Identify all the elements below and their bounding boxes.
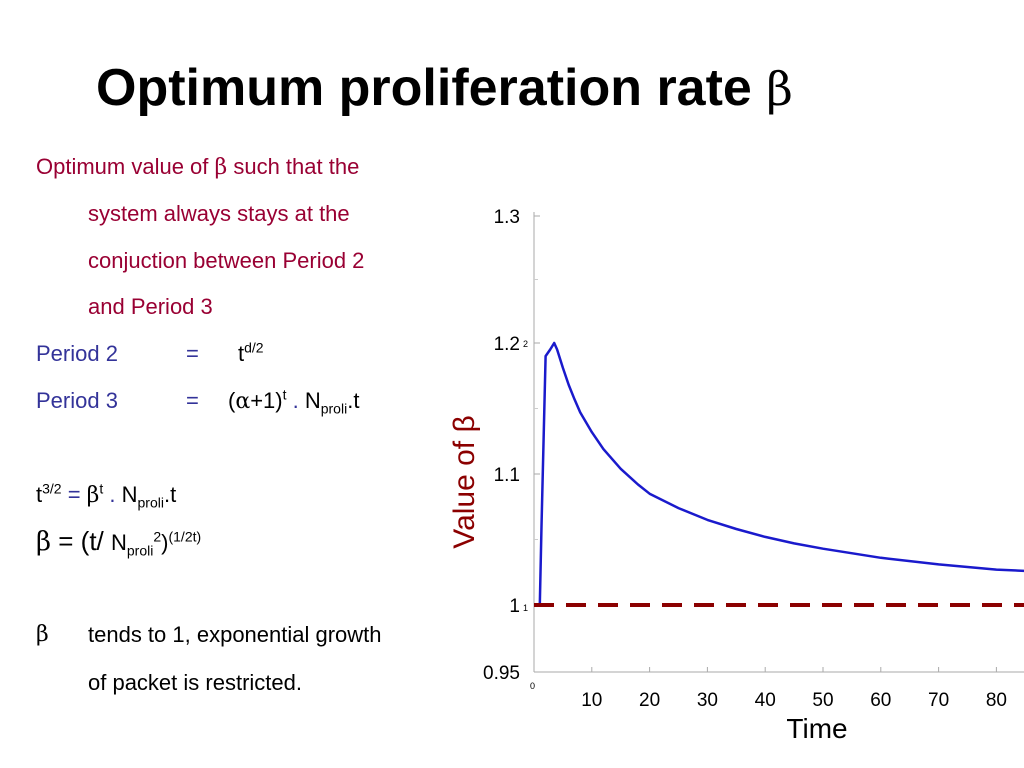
y-tick-label: 1.1 bbox=[494, 465, 520, 486]
eq1-dot: . bbox=[103, 482, 122, 507]
period2-base: t bbox=[238, 341, 245, 366]
period3-exponent: t bbox=[282, 386, 287, 403]
beta-symbol: β bbox=[766, 62, 793, 116]
eq2-n: N bbox=[111, 530, 127, 555]
y-tick-label: 1 bbox=[509, 596, 520, 617]
intro-text-b: such that the bbox=[227, 154, 360, 179]
beta-symbol: β bbox=[36, 527, 52, 557]
y-axis-label: Value of β bbox=[448, 415, 481, 548]
beta-symbol: β bbox=[214, 155, 228, 180]
small-axis-mark: 0 bbox=[530, 681, 535, 691]
eq1-base: t bbox=[36, 482, 43, 507]
x-tick-label: 60 bbox=[870, 690, 891, 711]
eq1-n: N bbox=[121, 482, 138, 507]
eq2-close: ) bbox=[161, 530, 169, 555]
period3-end: .t bbox=[347, 388, 360, 413]
eq1-exponent: 3/2 bbox=[42, 480, 62, 497]
intro-line-3: conjuction between Period 2 bbox=[88, 248, 365, 273]
slide-title-text: Optimum proliferation rate bbox=[96, 59, 767, 117]
eq1-equals: = bbox=[61, 482, 87, 507]
conclusion-line-1: tends to 1, exponential growth bbox=[88, 622, 382, 647]
period3-n: N bbox=[304, 388, 321, 413]
beta-curve bbox=[536, 341, 1024, 607]
eq1-beta-exponent: t bbox=[99, 480, 104, 497]
beta-symbol: β bbox=[86, 483, 100, 508]
period3-formula: (α+1)t . Nproli.t bbox=[228, 386, 360, 417]
eq2-square: 2 bbox=[153, 528, 162, 545]
slide-title: Optimum proliferation rate β bbox=[96, 62, 793, 114]
period3-equals: = bbox=[186, 388, 199, 413]
x-tick-label: 20 bbox=[639, 690, 660, 711]
intro-line-1: Optimum value of β such that the bbox=[36, 156, 359, 179]
y-tick-label: 1.2 bbox=[494, 334, 520, 355]
period3-open: ( bbox=[228, 388, 236, 413]
period3-subscript: proli bbox=[320, 400, 348, 417]
equation-2: β = (t/ Nproli2)(1/2t) bbox=[36, 526, 202, 559]
period2-equals: = bbox=[186, 341, 199, 366]
x-tick-label: 80 bbox=[986, 690, 1007, 711]
period3-plus: +1) bbox=[250, 388, 283, 413]
eq2-exponent: (1/2t) bbox=[168, 528, 202, 545]
alpha-symbol: α bbox=[235, 389, 251, 414]
y-tick-label: 1.3 bbox=[494, 207, 520, 228]
x-tick-label: 40 bbox=[755, 690, 776, 711]
period2-exponent: d/2 bbox=[244, 339, 264, 356]
eq2-mid: = (t/ bbox=[51, 526, 111, 556]
y-tick-label: 0.95 bbox=[483, 663, 520, 684]
small-axis-mark: 1 bbox=[523, 603, 528, 613]
x-tick-label: 70 bbox=[928, 690, 949, 711]
x-tick-label: 30 bbox=[697, 690, 718, 711]
equation-1: t3/2 = βt . Nproli.t bbox=[36, 480, 177, 511]
eq1-end: .t bbox=[163, 482, 177, 507]
period3-label: Period 3 bbox=[36, 388, 118, 413]
conclusion-line-2: of packet is restricted. bbox=[88, 670, 302, 695]
period2-formula: td/2 bbox=[238, 339, 264, 366]
x-tick-label: 50 bbox=[812, 690, 833, 711]
x-tick-label: 10 bbox=[581, 690, 602, 711]
period3-dot: . bbox=[286, 388, 305, 413]
conclusion-beta-symbol: β bbox=[36, 622, 49, 647]
intro-line-4: and Period 3 bbox=[88, 294, 213, 319]
eq2-subscript: proli bbox=[126, 542, 154, 559]
small-axis-mark: 2 bbox=[523, 339, 528, 349]
x-axis-label: Time bbox=[786, 713, 847, 744]
period2-label: Period 2 bbox=[36, 341, 118, 366]
eq1-subscript: proli bbox=[137, 494, 164, 511]
intro-text-a: Optimum value of bbox=[36, 154, 215, 179]
intro-line-2: system always stays at the bbox=[88, 201, 350, 226]
